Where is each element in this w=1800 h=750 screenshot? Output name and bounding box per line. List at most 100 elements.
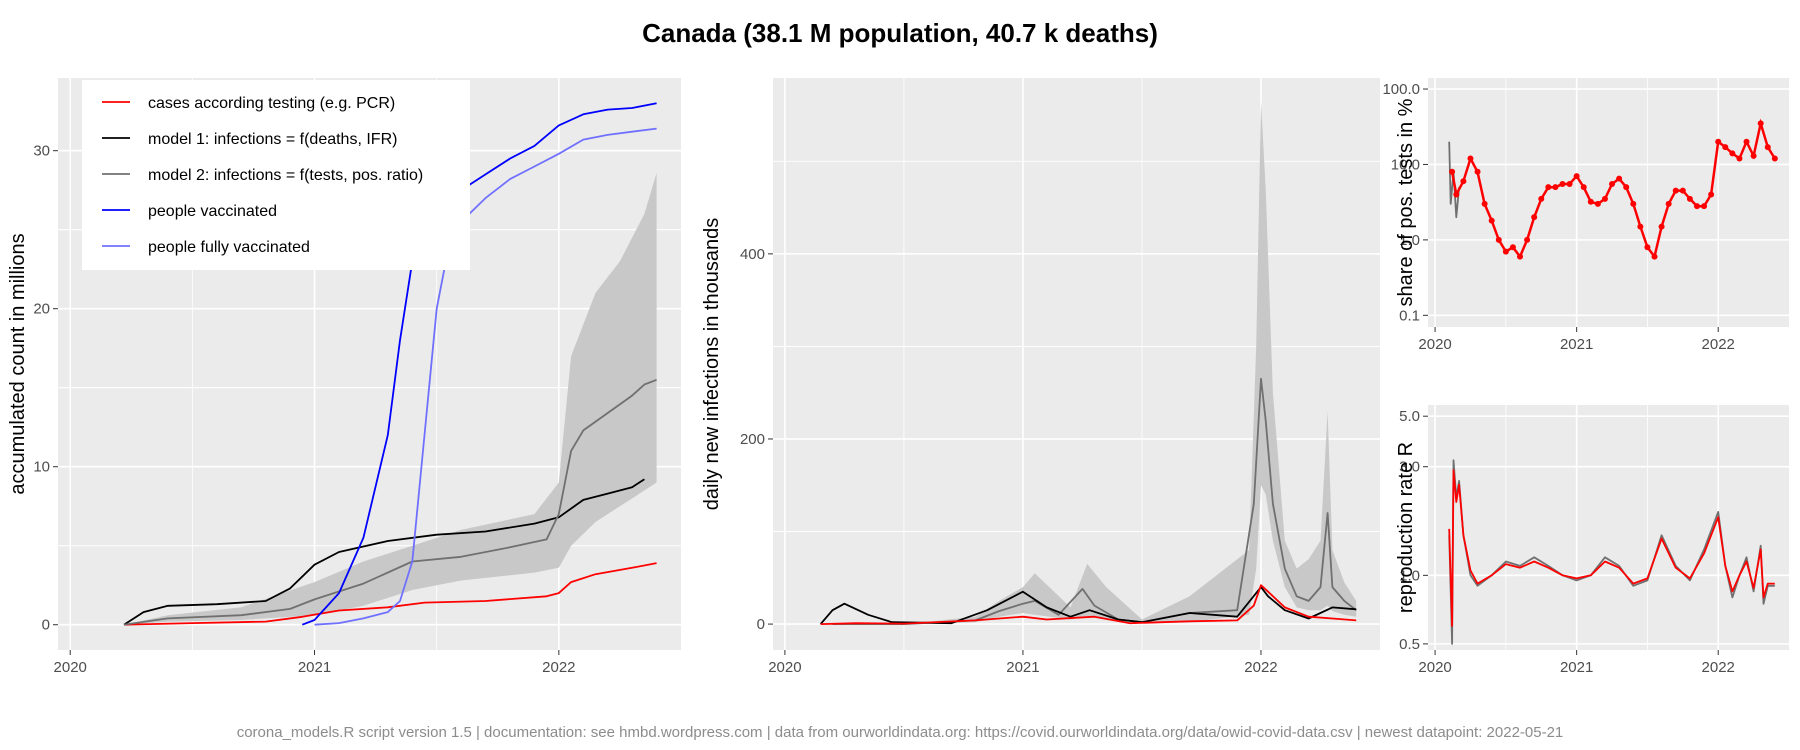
data-point xyxy=(1644,244,1651,251)
data-point xyxy=(1623,184,1630,191)
confidence-band xyxy=(832,101,1357,625)
footer-note: corona_models.R script version 1.5 | doc… xyxy=(236,724,1564,741)
y-tick-label: 0.1 xyxy=(1399,307,1420,324)
data-point xyxy=(1545,184,1552,191)
data-point xyxy=(1453,191,1460,198)
data-point xyxy=(1693,203,1700,210)
data-point xyxy=(1616,175,1623,182)
y-axis-label: daily new infections in thousands xyxy=(701,218,723,510)
data-point xyxy=(1517,253,1524,260)
data-point xyxy=(1658,223,1665,230)
data-point xyxy=(1531,214,1538,221)
panel-accumulated: 2020 2021 2022 0 10 20 30 accumulated count in … xyxy=(7,78,681,676)
data-point xyxy=(1538,195,1545,202)
data-point xyxy=(1502,248,1509,255)
y-tick-label: 1.0 xyxy=(1399,567,1420,584)
data-point xyxy=(1601,195,1608,202)
data-point xyxy=(1708,191,1715,198)
data-point xyxy=(1750,152,1757,159)
data-point xyxy=(1594,200,1601,207)
series-line-model1 xyxy=(819,586,1357,625)
data-point xyxy=(1481,200,1488,207)
data-point xyxy=(1566,181,1573,188)
plot-background xyxy=(1428,78,1789,327)
data-point xyxy=(1672,187,1679,194)
data-point xyxy=(1651,253,1658,260)
data-point xyxy=(1488,217,1495,224)
series-line-model2 xyxy=(832,377,1357,625)
y-tick-label: 0.5 xyxy=(1399,636,1420,653)
y-tick-label: 0 xyxy=(42,617,50,634)
legend-label: model 2: infections = f(tests, pos. rati… xyxy=(148,167,423,184)
data-point xyxy=(1771,155,1778,162)
series-line-model2 xyxy=(123,378,657,626)
y-tick-label: 10.0 xyxy=(1391,156,1420,173)
data-point xyxy=(1524,236,1531,243)
x-tick-label: 2020 xyxy=(54,659,87,676)
legend-label: people vaccinated xyxy=(148,203,277,220)
y-tick-label: 200 xyxy=(740,431,765,448)
data-point xyxy=(1552,184,1559,191)
y-tick-label: 10 xyxy=(33,459,50,476)
data-point xyxy=(1460,178,1467,185)
plot-background xyxy=(1428,405,1789,650)
x-tick-label: 2021 xyxy=(1006,659,1039,676)
data-point xyxy=(1609,181,1616,188)
data-point xyxy=(1715,138,1722,145)
series-line-model1 xyxy=(123,478,645,626)
data-point xyxy=(1587,198,1594,205)
x-tick-label: 2020 xyxy=(1418,336,1451,353)
data-point xyxy=(1757,120,1764,127)
data-point xyxy=(1474,168,1481,175)
data-point xyxy=(1449,168,1456,175)
y-tick-label: 1.0 xyxy=(1399,232,1420,249)
data-point xyxy=(1679,187,1686,194)
y-tick-label: 100.0 xyxy=(1382,81,1420,98)
data-point xyxy=(1495,236,1502,243)
series-line-cases xyxy=(1448,469,1775,627)
data-point xyxy=(1665,200,1672,207)
data-point xyxy=(1467,155,1474,162)
data-point xyxy=(1722,144,1729,151)
data-point xyxy=(1743,138,1750,145)
chart-title: Canada (38.1 M population, 40.7 k deaths… xyxy=(642,18,1158,48)
data-point xyxy=(1686,195,1693,202)
x-tick-label: 2021 xyxy=(298,659,331,676)
x-tick-label: 2022 xyxy=(1702,659,1735,676)
data-point xyxy=(1736,155,1743,162)
data-point xyxy=(1637,223,1644,230)
x-tick-label: 2022 xyxy=(1244,659,1277,676)
y-axis-label: accumulated count in millions xyxy=(7,233,29,494)
panel-reproduction: 2020 2021 2022 0.5 1.0 3.0 5.0 reproduction rat… xyxy=(1395,405,1789,676)
y-axis-label: share of pos. tests in % xyxy=(1395,98,1417,306)
y-tick-label: 400 xyxy=(740,246,765,263)
data-point xyxy=(1573,173,1580,180)
panel-daily: 2020 2021 2022 0 200 400 daily new infections … xyxy=(701,78,1380,676)
x-tick-label: 2020 xyxy=(768,659,801,676)
x-tick-label: 2022 xyxy=(542,659,575,676)
y-axis-label: reproduction rate R xyxy=(1395,442,1417,613)
data-point xyxy=(1630,200,1637,207)
x-tick-label: 2021 xyxy=(1560,336,1593,353)
legend-label: model 1: infections = f(deaths, IFR) xyxy=(148,131,397,148)
legend-box xyxy=(82,80,470,270)
legend-label: people fully vaccinated xyxy=(148,239,310,256)
y-tick-label: 30 xyxy=(33,143,50,160)
y-tick-label: 20 xyxy=(33,301,50,318)
data-point xyxy=(1729,150,1736,157)
data-point xyxy=(1764,144,1771,151)
data-point xyxy=(1580,184,1587,191)
y-tick-label: 3.0 xyxy=(1399,459,1420,476)
data-point xyxy=(1509,244,1516,251)
data-point xyxy=(1701,203,1708,210)
x-tick-label: 2022 xyxy=(1702,336,1735,353)
series-line-cases xyxy=(820,584,1357,625)
data-point xyxy=(1559,181,1566,188)
y-tick-label: 0 xyxy=(757,616,765,633)
legend-label: cases according testing (e.g. PCR) xyxy=(148,95,395,112)
x-tick-label: 2021 xyxy=(1560,659,1593,676)
x-tick-label: 2020 xyxy=(1418,659,1451,676)
series-line-cases xyxy=(123,562,657,626)
